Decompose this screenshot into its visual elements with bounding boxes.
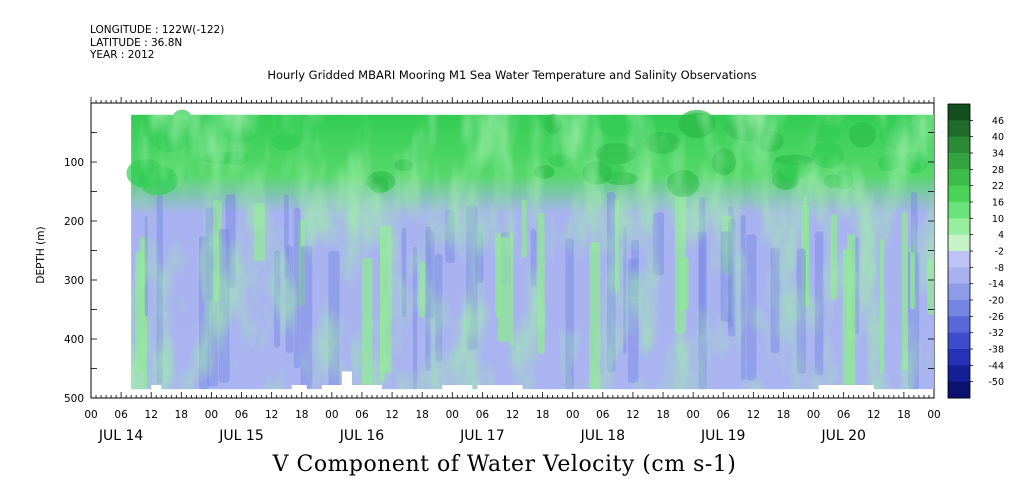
field-texture bbox=[131, 114, 934, 390]
colorbar-label: 34 bbox=[992, 149, 1004, 160]
data-gap bbox=[818, 385, 874, 393]
colorbar-swatch bbox=[948, 283, 970, 301]
x-date-label: JUL 16 bbox=[339, 428, 385, 444]
colorbar-label: -44 bbox=[988, 361, 1004, 372]
x-date-label: JUL 20 bbox=[820, 428, 865, 444]
colorbar-swatch bbox=[948, 104, 970, 121]
colorbar-swatch bbox=[948, 202, 970, 219]
x-hour-label: 18 bbox=[777, 409, 790, 421]
colorbar-label: 4 bbox=[998, 230, 1004, 241]
x-hour-label: 18 bbox=[897, 409, 910, 421]
colorbar-label: -8 bbox=[995, 263, 1004, 274]
colorbar-swatch bbox=[948, 332, 970, 350]
x-hour-label: 00 bbox=[446, 409, 459, 421]
colorbar-label: -14 bbox=[988, 279, 1004, 290]
x-date-label: JUL 19 bbox=[700, 428, 745, 444]
x-hour-label: 06 bbox=[235, 409, 249, 421]
x-date-label: JUL 14 bbox=[98, 428, 144, 444]
x-hour-label: 12 bbox=[265, 409, 278, 421]
x-hour-label: 06 bbox=[114, 409, 128, 421]
x-hour-label: 18 bbox=[295, 409, 308, 421]
x-hour-label: 00 bbox=[84, 409, 97, 421]
x-date-label: JUL 18 bbox=[580, 428, 625, 444]
colorbar-swatch bbox=[948, 136, 970, 154]
colorbar-swatch bbox=[948, 153, 970, 170]
x-hour-label: 06 bbox=[355, 409, 369, 421]
colorbar-swatch bbox=[948, 349, 970, 366]
colorbar-swatch bbox=[948, 267, 970, 285]
colorbar-swatch bbox=[948, 365, 970, 383]
colorbar-label: -50 bbox=[988, 377, 1004, 388]
colorbar-label: 10 bbox=[992, 214, 1004, 225]
x-date-label: JUL 15 bbox=[218, 428, 263, 444]
x-hour-label: 12 bbox=[385, 409, 398, 421]
x-hour-label: 06 bbox=[837, 409, 851, 421]
y-tick-label: 300 bbox=[64, 275, 84, 287]
year-text: YEAR : 2012 bbox=[90, 49, 155, 61]
colorbar-swatch bbox=[948, 185, 970, 203]
colorbar-label: 28 bbox=[992, 165, 1004, 176]
x-hour-label: 18 bbox=[175, 409, 188, 421]
x-hour-label: 00 bbox=[325, 409, 338, 421]
data-gap bbox=[291, 385, 307, 393]
x-hour-label: 18 bbox=[415, 409, 428, 421]
colorbar-swatch bbox=[948, 316, 970, 334]
colorbar-label: -20 bbox=[988, 296, 1004, 307]
data-gap bbox=[442, 385, 473, 393]
colorbar-swatch bbox=[948, 234, 970, 252]
colorbar-swatch bbox=[948, 381, 970, 399]
y-tick-label: 500 bbox=[64, 393, 84, 405]
colorbar-label: 46 bbox=[992, 116, 1004, 127]
field-layer bbox=[126, 109, 934, 393]
colorbar-label: 22 bbox=[992, 181, 1004, 192]
data-gap bbox=[477, 385, 523, 393]
x-hour-label: 00 bbox=[927, 409, 940, 421]
x-hour-label: 06 bbox=[596, 409, 610, 421]
x-hour-label: 00 bbox=[807, 409, 820, 421]
y-tick-label: 200 bbox=[64, 216, 84, 228]
x-hour-label: 12 bbox=[506, 409, 519, 421]
metadata-block: LONGITUDE : 122W(-122) LATITUDE : 36.8N … bbox=[90, 24, 224, 62]
x-hour-label: 06 bbox=[476, 409, 490, 421]
x-date-label: JUL 17 bbox=[459, 428, 504, 444]
x-hour-label: 18 bbox=[536, 409, 549, 421]
longitude-text: LONGITUDE : 122W(-122) bbox=[90, 24, 225, 36]
colorbar-label: -2 bbox=[995, 247, 1004, 258]
x-hour-label: 00 bbox=[205, 409, 218, 421]
variable-title: V Component of Water Velocity (cm s-1) bbox=[272, 452, 737, 477]
y-tick-label: 400 bbox=[64, 334, 84, 346]
colorbar-swatch bbox=[948, 300, 970, 317]
colorbar-swatch bbox=[948, 120, 970, 138]
chart-title: Hourly Gridded MBARI Mooring M1 Sea Wate… bbox=[267, 68, 757, 82]
colorbar-swatch bbox=[948, 218, 970, 236]
data-gap bbox=[341, 371, 352, 387]
colorbar-label: 16 bbox=[992, 198, 1004, 209]
x-hour-label: 00 bbox=[566, 409, 579, 421]
x-hour-label: 12 bbox=[867, 409, 880, 421]
x-hour-label: 06 bbox=[717, 409, 731, 421]
y-axis-label: DEPTH (m) bbox=[35, 226, 47, 283]
latitude-text: LATITUDE : 36.8N bbox=[90, 36, 183, 49]
colorbar-label: -32 bbox=[988, 328, 1004, 339]
data-gap bbox=[151, 385, 162, 393]
x-hour-label: 12 bbox=[145, 409, 158, 421]
data-gap bbox=[321, 385, 383, 393]
x-hour-label: 12 bbox=[626, 409, 639, 421]
x-hour-label: 12 bbox=[747, 409, 760, 421]
x-hour-label: 00 bbox=[686, 409, 699, 421]
y-tick-label: 100 bbox=[64, 157, 84, 169]
colorbar-label: 40 bbox=[992, 132, 1004, 143]
colorbar-label: -38 bbox=[988, 345, 1004, 356]
colorbar-label: -26 bbox=[988, 312, 1004, 323]
x-hour-label: 18 bbox=[656, 409, 669, 421]
colorbar-swatch bbox=[948, 251, 970, 268]
colorbar-swatch bbox=[948, 169, 970, 187]
